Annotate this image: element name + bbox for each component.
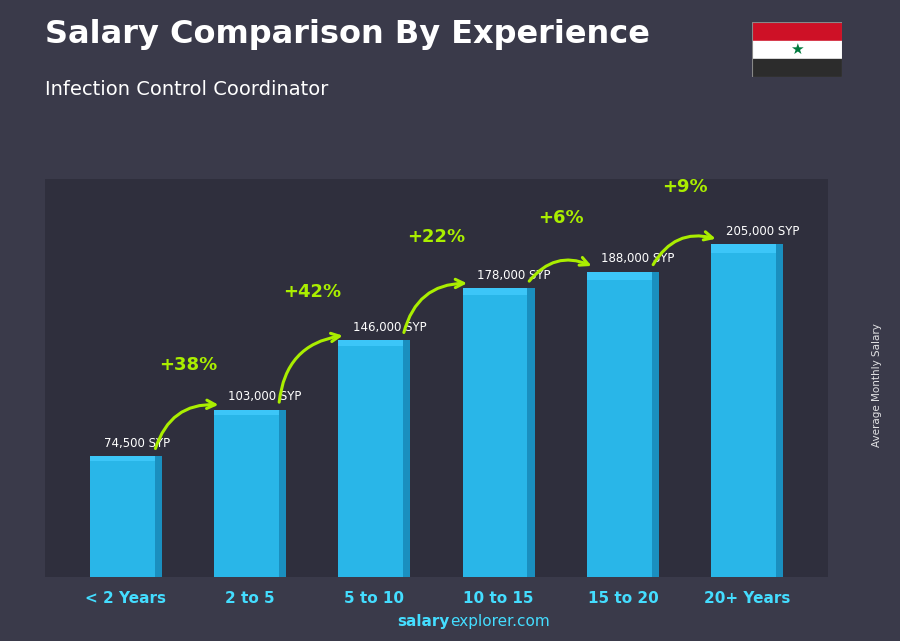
- Text: +22%: +22%: [408, 228, 465, 246]
- Text: +38%: +38%: [158, 356, 217, 374]
- Text: 74,500 SYP: 74,500 SYP: [104, 437, 170, 449]
- Bar: [752, 59, 842, 77]
- Text: Average Monthly Salary: Average Monthly Salary: [872, 322, 883, 447]
- Bar: [338, 340, 403, 346]
- Bar: [752, 22, 842, 40]
- Bar: [463, 288, 527, 296]
- Bar: [155, 456, 162, 577]
- Bar: [403, 340, 410, 577]
- Text: explorer.com: explorer.com: [450, 615, 550, 629]
- Bar: [463, 288, 527, 577]
- Bar: [587, 272, 652, 577]
- Bar: [587, 272, 652, 279]
- Text: 103,000 SYP: 103,000 SYP: [229, 390, 302, 403]
- Text: +9%: +9%: [662, 178, 708, 196]
- Bar: [776, 244, 783, 577]
- Text: Salary Comparison By Experience: Salary Comparison By Experience: [45, 19, 650, 50]
- Bar: [214, 410, 279, 415]
- Bar: [90, 456, 155, 577]
- Bar: [752, 40, 842, 59]
- Bar: [279, 410, 286, 577]
- Text: ★: ★: [789, 42, 804, 57]
- Bar: [652, 272, 659, 577]
- Text: 188,000 SYP: 188,000 SYP: [601, 253, 675, 265]
- Bar: [338, 340, 403, 577]
- Bar: [711, 244, 776, 253]
- Text: +42%: +42%: [284, 283, 341, 301]
- Text: 205,000 SYP: 205,000 SYP: [725, 225, 799, 238]
- Text: 146,000 SYP: 146,000 SYP: [353, 320, 427, 333]
- Bar: [90, 456, 155, 461]
- Bar: [214, 410, 279, 577]
- Text: salary: salary: [398, 615, 450, 629]
- Bar: [711, 244, 776, 577]
- Text: Infection Control Coordinator: Infection Control Coordinator: [45, 80, 328, 99]
- Text: 178,000 SYP: 178,000 SYP: [477, 269, 551, 281]
- Text: +6%: +6%: [538, 208, 583, 226]
- Bar: [527, 288, 535, 577]
